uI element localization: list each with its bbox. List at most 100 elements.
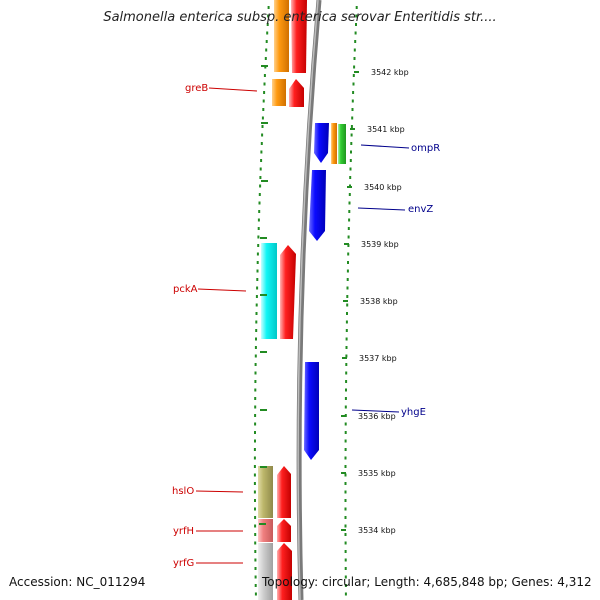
ring-dot-left xyxy=(254,439,256,443)
ring-dot-right xyxy=(344,465,347,468)
ring-dot-right xyxy=(348,218,351,222)
kbp-tick-label: 3538 kbp xyxy=(360,297,398,306)
cyan-feature-pcka[interactable] xyxy=(261,243,277,339)
ring-dot-left xyxy=(263,82,266,86)
blue-feature-envz-arrow[interactable] xyxy=(309,170,326,241)
tick-mark-right xyxy=(341,472,346,474)
ring-dot-left xyxy=(257,227,260,230)
ring-dot-left xyxy=(260,159,263,162)
ring-dot-left xyxy=(254,584,257,587)
red-feature-yrfg-arrow[interactable] xyxy=(277,543,292,600)
gene-label-pcka[interactable]: pckA xyxy=(173,284,198,295)
gene-leader-line xyxy=(208,87,258,92)
kbp-tick-label: 3537 kbp xyxy=(359,354,397,363)
ring-dot-right xyxy=(344,397,347,400)
red-feature-greb-arrow[interactable] xyxy=(289,79,304,107)
ring-dot-left xyxy=(265,48,268,52)
ring-dot-left xyxy=(265,40,268,43)
gene-label-yrfh[interactable]: yrfH xyxy=(173,526,194,537)
ring-dot-left xyxy=(254,363,257,366)
orange-feature-greb[interactable] xyxy=(272,79,286,106)
ring-dot-left xyxy=(266,23,269,26)
ring-dot-right xyxy=(344,431,347,434)
ring-dot-left xyxy=(254,405,257,409)
ring-dot-right xyxy=(347,227,350,230)
tick-mark-right xyxy=(344,243,349,245)
ring-dot-right xyxy=(346,295,349,298)
ring-dot-right xyxy=(347,244,350,247)
ring-dot-left xyxy=(256,252,259,256)
kbp-tick-label: 3535 kbp xyxy=(358,469,396,478)
red-feature-hslo-arrow[interactable] xyxy=(277,466,291,518)
ring-dot-right xyxy=(346,269,349,273)
backbone-arc-highlight xyxy=(297,0,319,600)
orange-feature[interactable] xyxy=(274,0,289,72)
blue-feature-ompr-arrow[interactable] xyxy=(314,123,329,163)
ring-dot-left xyxy=(255,312,258,315)
tick-mark-right xyxy=(350,128,355,130)
ring-dot-right xyxy=(347,252,350,256)
red-feature-yrfh-arrow[interactable] xyxy=(277,519,291,542)
ring-dot-left xyxy=(266,31,269,35)
ring-dot-left xyxy=(259,176,262,179)
ring-dot-left xyxy=(254,354,257,358)
pink-feature-yrfh[interactable] xyxy=(258,519,273,542)
ring-dot-left xyxy=(254,388,257,392)
ring-dot-right xyxy=(348,193,351,196)
tick-mark-left xyxy=(260,237,267,239)
ring-dot-right xyxy=(345,388,347,392)
gene-label-hslo[interactable]: hslO xyxy=(172,486,194,497)
tick-mark-right xyxy=(354,71,359,73)
ring-dot-left xyxy=(262,108,265,111)
backbone-arc xyxy=(296,0,322,600)
ring-dot-left xyxy=(257,235,260,239)
ring-dot-right xyxy=(347,235,350,239)
ring-dot-right xyxy=(353,65,356,69)
gene-label-envz[interactable]: envZ xyxy=(408,204,433,215)
ring-dot-right xyxy=(344,575,347,579)
ring-dot-right xyxy=(346,278,349,281)
ring-dot-right xyxy=(350,150,352,154)
gene-leader-line xyxy=(197,288,247,292)
ring-dot-left xyxy=(253,465,256,468)
gene-label-greb[interactable]: greB xyxy=(185,83,208,94)
ring-dot-right xyxy=(344,448,347,451)
blue-feature-yhge-arrow[interactable] xyxy=(304,362,319,460)
ring-dot-left xyxy=(254,507,256,511)
gene-label-yhge[interactable]: yhgE xyxy=(401,407,426,418)
orange-feature-ompr[interactable] xyxy=(331,123,337,164)
ring-dot-left xyxy=(254,422,257,426)
ring-dot-right xyxy=(348,201,351,205)
kbp-tick-label: 3542 kbp xyxy=(371,68,409,77)
tick-mark-left xyxy=(259,523,266,525)
ring-dot-right xyxy=(355,6,358,9)
ring-dot-left xyxy=(259,184,262,188)
silver-feature-yrfg[interactable] xyxy=(258,543,273,600)
ring-dot-left xyxy=(257,244,260,247)
green-feature-ompr[interactable] xyxy=(338,124,346,164)
ring-dot-left xyxy=(254,524,257,528)
red-feature-pcka-arrow[interactable] xyxy=(280,245,296,339)
ring-dot-right xyxy=(352,91,355,94)
ring-dot-right xyxy=(349,159,352,162)
gene-label-yrfg[interactable]: yrfG xyxy=(173,558,194,569)
ring-dot-right xyxy=(344,541,347,545)
ring-dot-right xyxy=(345,337,348,341)
tick-mark-left xyxy=(260,409,267,411)
olive-feature-hslo[interactable] xyxy=(258,466,273,518)
ring-dot-right xyxy=(344,405,347,409)
ring-dot-left xyxy=(260,150,263,154)
ring-dot-right xyxy=(351,99,354,103)
ring-dot-right xyxy=(351,108,354,111)
ring-dot-right xyxy=(354,40,357,43)
ring-dot-left xyxy=(261,125,264,128)
gene-leader-line xyxy=(360,144,410,149)
gene-label-ompr[interactable]: ompR xyxy=(411,143,440,154)
ring-dot-left xyxy=(254,499,256,502)
ring-dot-right xyxy=(345,371,348,375)
gene-leader-line xyxy=(357,207,406,211)
red-feature-arrow[interactable] xyxy=(291,0,307,73)
ring-dot-left xyxy=(267,14,270,18)
ring-dots xyxy=(253,6,358,596)
